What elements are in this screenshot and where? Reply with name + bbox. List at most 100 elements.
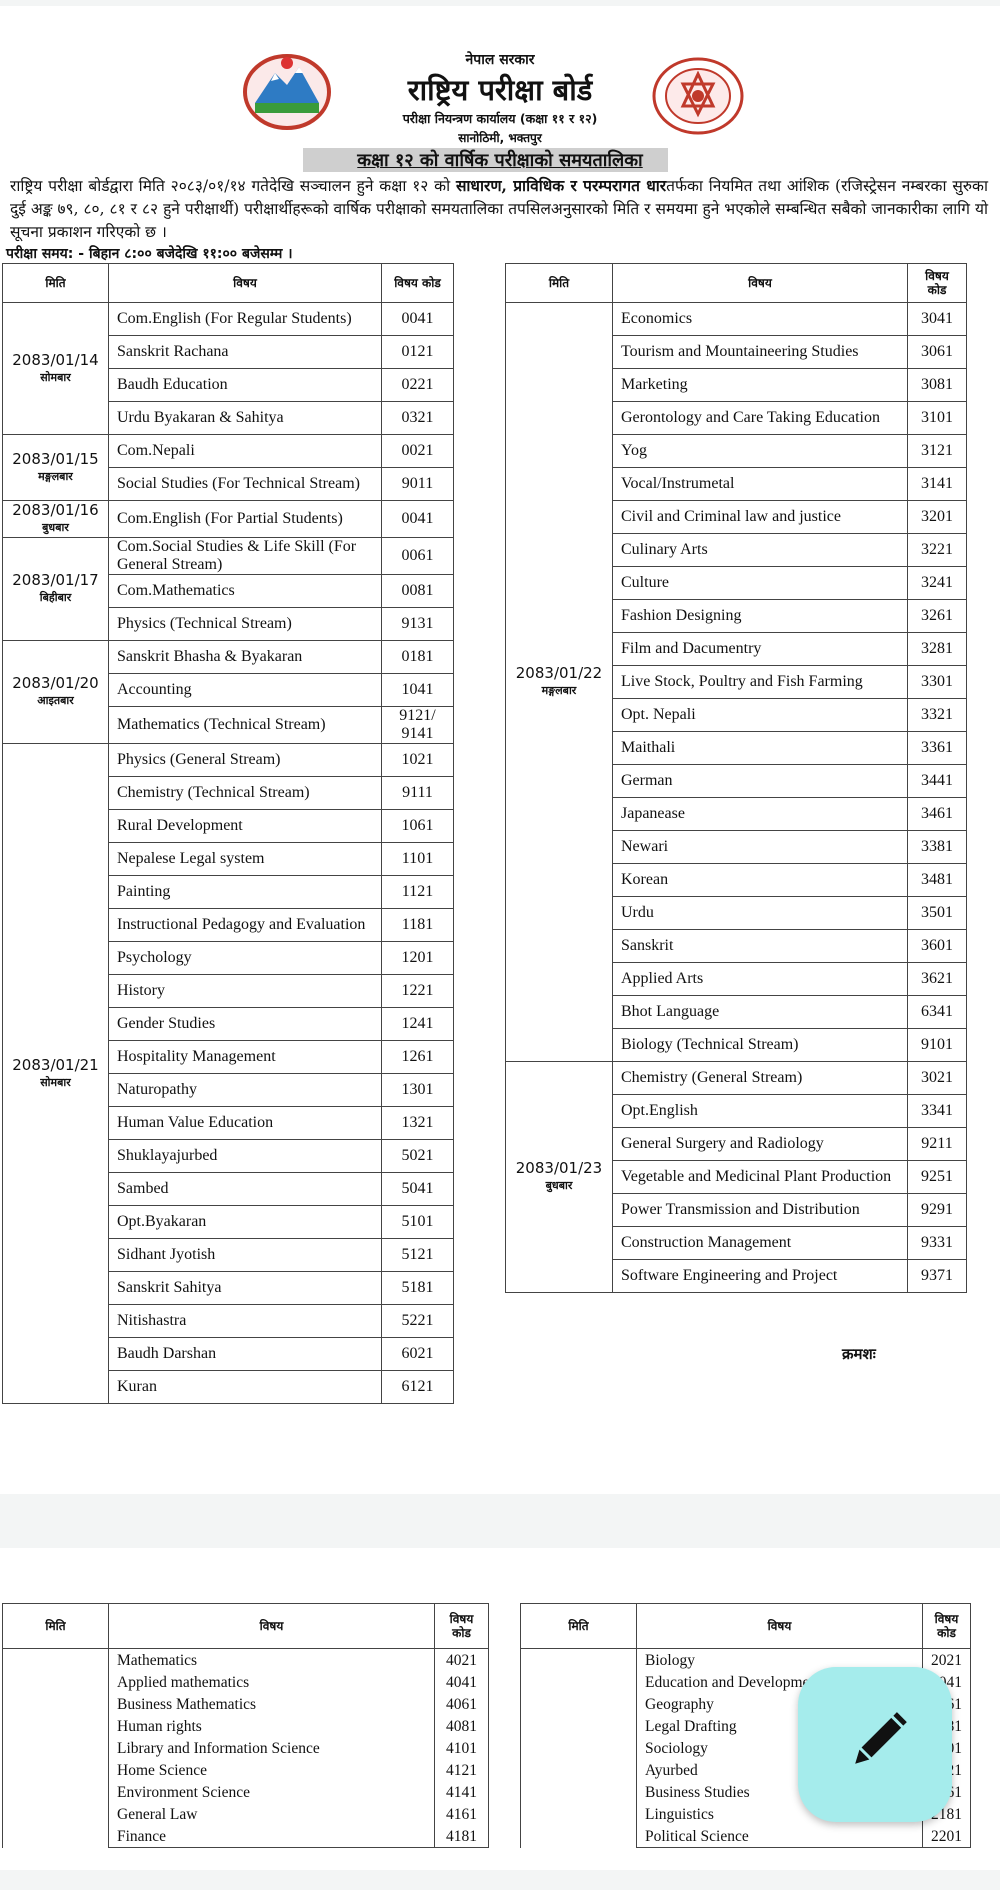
column-header: विषय कोड [434,1603,489,1649]
subject-code: 4161 [434,1803,489,1825]
subject: Nitishastra [108,1304,382,1338]
subject-code: 9371 [907,1259,967,1293]
doc-title: कक्षा १२ को वार्षिक परीक्षाको समयतालिका [357,150,643,171]
subject: Political Science [636,1825,923,1848]
schedule-row: 2083/01/23 बुधबार Chemistry (General Strea… [505,1061,967,1293]
subject-code: 1241 [381,1007,454,1041]
subject: Sanskrit [612,929,908,963]
column-header: मिति [505,263,613,303]
subject: Painting [108,875,382,909]
subject: Live Stock, Poultry and Fish Farming [612,665,908,699]
schedule-row: Sanskrit 3601 [506,929,967,963]
schedule-row: Live Stock, Poultry and Fish Farming 3301 [506,665,967,699]
subject: Economics [612,302,908,336]
schedule-row: 2083/01/21 सोमबार Physics (General Stream)… [2,743,454,1404]
exam-day: सोमबार [40,370,71,384]
address: सानोठिमी, भक्तपुर [458,131,542,145]
date-cell: 2083/01/20 आइतबार [2,640,109,744]
edit-button[interactable] [798,1667,952,1822]
schedule-row: Opt.English 3341 [506,1094,967,1128]
subject: Opt. Nepali [612,698,908,732]
column-header: विषय कोड [381,263,454,303]
date-cell [2,1648,109,1848]
subject-code: 1021 [381,743,454,777]
subject-code: 1221 [381,974,454,1008]
subject-code: 0221 [381,368,454,402]
subject: Hospitality Management [108,1040,382,1074]
schedule-row: Sanskrit Rachana 0121 [3,335,454,369]
subject: Physics (Technical Stream) [108,607,382,641]
subject: Applied mathematics [108,1671,435,1693]
subject-code: 9211 [907,1127,967,1161]
subject-code: 6341 [907,995,967,1029]
subject: Chemistry (General Stream) [612,1061,908,1095]
column-header: विषय [636,1603,923,1649]
schedule-row: Human rights 4081 [3,1715,489,1737]
subject-code: 6121 [381,1370,454,1404]
subject: Com.English (For Regular Students) [108,302,382,336]
schedule-row: Library and Information Science 4101 [3,1737,489,1759]
schedule-row: 2083/01/17 बिहीबार Com.Social Studies & Li… [2,537,454,641]
continued: क्रमशः [842,1345,876,1363]
subject-code: 1321 [381,1106,454,1140]
subject-code: 3261 [907,599,967,633]
subject-code: 0081 [381,574,454,608]
subject-code: 5101 [381,1205,454,1239]
exam-date: 2083/01/17 [12,571,99,589]
subject-code: 6021 [381,1337,454,1371]
subject-code: 3621 [907,962,967,996]
subject: Gender Studies [108,1007,382,1041]
subject: Culture [612,566,908,600]
subject-code: 4181 [434,1825,489,1848]
subject-code: 0021 [381,434,454,468]
subject-code: 3041 [907,302,967,336]
schedule-row: Gender Studies 1241 [3,1007,454,1041]
schedule-row: Accounting 1041 [3,673,454,707]
subject-code: 1121 [381,875,454,909]
schedule-row: Sidhant Jyotish 5121 [3,1238,454,1272]
schedule-row: Tourism and Mountaineering Studies 3061 [506,335,967,369]
schedule-row: History 1221 [3,974,454,1008]
table-head: मिति विषय विषय कोड [2,1603,489,1649]
column-header: विषय [612,263,908,303]
subject: Psychology [108,941,382,975]
subject: Human Value Education [108,1106,382,1140]
schedule-row: Human Value Education 1321 [3,1106,454,1140]
subject: Vegetable and Medicinal Plant Production [612,1160,908,1194]
subject: Yog [612,434,908,468]
subject-code: 3341 [907,1094,967,1128]
header-row: मिति विषय विषय कोड [2,263,454,303]
schedule-row: Yog 3121 [506,434,967,468]
subject-code: 9131 [381,607,454,641]
subject-code: 5181 [381,1271,454,1305]
schedule-row: Environment Science 4141 [3,1781,489,1803]
table-body: 2083/01/14 सोमबार Com.English (For Regular… [2,302,454,1404]
subject-code: 3281 [907,632,967,666]
schedule-table: मिति विषय विषय कोड Mathematics 4021 Applied m… [2,1603,489,1848]
subject-code: 5021 [381,1139,454,1173]
notice-text: राष्ट्रिय परीक्षा बोर्डद्वारा मिति २०८३/… [10,177,456,195]
notice-text: तर्फका नियमित तथा आंशिक (रजिस्ट्रेसन नम्… [10,177,988,241]
schedule-row: Applied mathematics 4041 [3,1671,489,1693]
subject-code: 5121 [381,1238,454,1272]
page: नेपाल सरकार राष्ट्रिय परीक्षा बोर्ड परीक… [0,6,1000,1494]
subject: Marketing [612,368,908,402]
subject-code: 2201 [922,1825,971,1848]
subject-code: 3361 [907,731,967,765]
schedule-row: Shuklayajurbed 5021 [3,1139,454,1173]
schedule-row: Marketing 3081 [506,368,967,402]
subject-code: 4041 [434,1671,489,1693]
schedule-row: 2083/01/14 सोमबार Com.English (For Regular… [2,302,454,435]
subject: Mathematics [108,1648,435,1671]
schedule-row: Film and Dacumentry 3281 [506,632,967,666]
pencil-icon [855,1712,907,1764]
subject: Opt.English [612,1094,908,1128]
subject: Culinary Arts [612,533,908,567]
column-header: मिति [2,1603,109,1649]
column-header: मिति [520,1603,637,1649]
subject: Sanskrit Rachana [108,335,382,369]
schedule-row: Finance 4181 [3,1825,489,1848]
subject: Maithali [612,731,908,765]
subject-code: 1181 [381,908,454,942]
schedule-row: Opt. Nepali 3321 [506,698,967,732]
